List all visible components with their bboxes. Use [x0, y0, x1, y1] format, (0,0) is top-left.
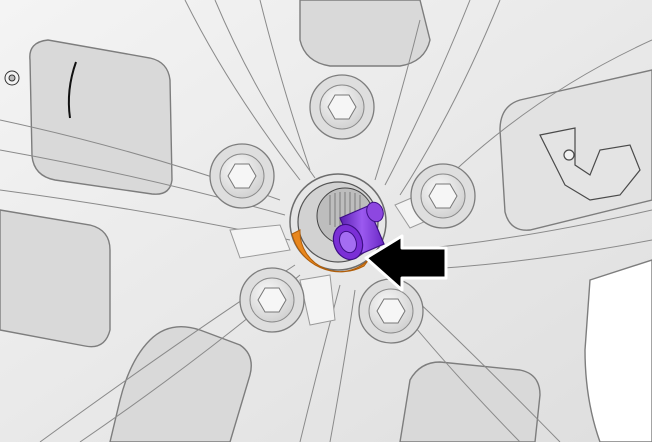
- lug-nuts: [209, 74, 476, 344]
- arrow-left-icon: [364, 234, 448, 292]
- valve-stem: [4, 70, 20, 86]
- lug-nut-bottom-left: [239, 267, 305, 333]
- lug-nut-top: [309, 74, 375, 140]
- window-far-right: [584, 259, 652, 442]
- lug-nut-bottom-right: [358, 278, 424, 344]
- socket-tool-icon: [332, 201, 385, 261]
- lug-nut-left: [209, 143, 275, 209]
- window-lower-left: [109, 326, 252, 442]
- window-left: [0, 209, 111, 348]
- lug-nut-right: [410, 163, 476, 229]
- valve-curve: [67, 61, 77, 119]
- window-upper-left: [29, 39, 173, 195]
- caliper-detail: [539, 127, 641, 201]
- window-bottom-right: [399, 361, 541, 442]
- window-top: [299, 0, 431, 67]
